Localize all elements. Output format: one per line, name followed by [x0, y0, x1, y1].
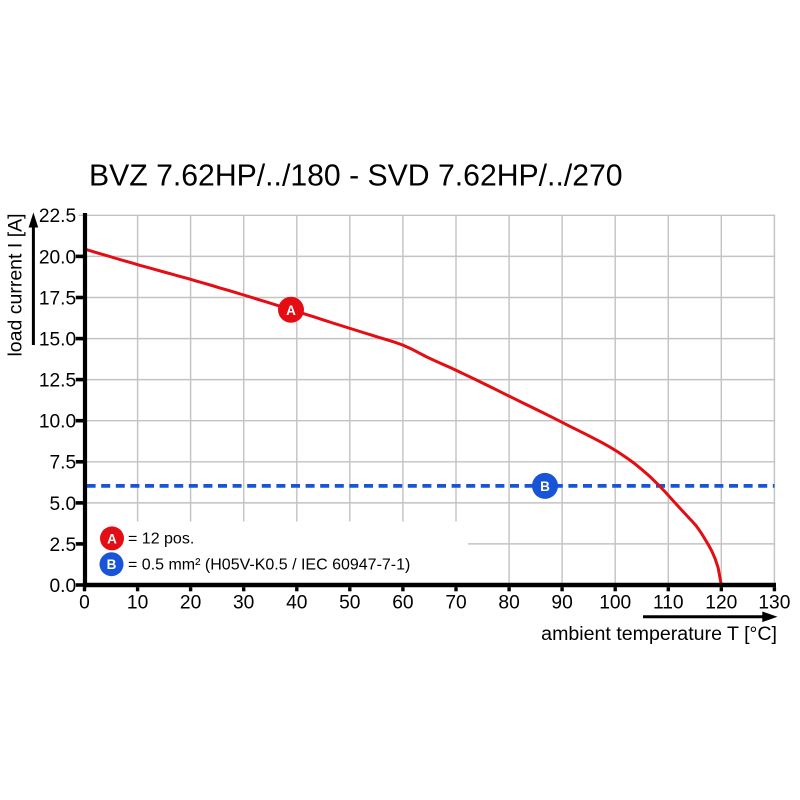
- svg-text:20: 20: [180, 592, 201, 613]
- svg-text:22.5: 22.5: [39, 206, 76, 227]
- svg-text:ambient temperature T [°C]: ambient temperature T [°C]: [541, 623, 777, 645]
- svg-text:60: 60: [392, 592, 413, 613]
- svg-text:5.0: 5.0: [50, 494, 77, 515]
- svg-text:0: 0: [79, 592, 90, 613]
- svg-text:BVZ 7.62HP/../180 - SVD 7.62HP: BVZ 7.62HP/../180 - SVD 7.62HP/../270: [89, 159, 623, 192]
- svg-text:load current I [A]: load current I [A]: [5, 213, 27, 356]
- svg-text:7.5: 7.5: [50, 453, 77, 474]
- svg-text:A: A: [107, 531, 117, 546]
- svg-text:0.0: 0.0: [50, 576, 77, 597]
- svg-text:17.5: 17.5: [39, 288, 76, 309]
- svg-text:120: 120: [705, 592, 737, 613]
- svg-text:10: 10: [127, 592, 148, 613]
- svg-text:12.5: 12.5: [39, 371, 76, 392]
- svg-text:80: 80: [498, 592, 519, 613]
- svg-text:B: B: [107, 557, 117, 572]
- svg-text:30: 30: [233, 592, 254, 613]
- svg-text:40: 40: [286, 592, 307, 613]
- svg-text:= 12 pos.: = 12 pos.: [128, 531, 194, 548]
- svg-text:130: 130: [758, 592, 790, 613]
- svg-text:50: 50: [339, 592, 360, 613]
- svg-text:20.0: 20.0: [39, 247, 76, 268]
- svg-text:15.0: 15.0: [39, 330, 76, 351]
- svg-text:A: A: [286, 303, 296, 318]
- svg-text:10.0: 10.0: [39, 412, 76, 433]
- svg-text:70: 70: [445, 592, 466, 613]
- svg-text:100: 100: [599, 592, 631, 613]
- svg-text:B: B: [540, 479, 550, 494]
- svg-text:= 0.5 mm² (H05V-K0.5 / IEC 609: = 0.5 mm² (H05V-K0.5 / IEC 60947-7-1): [128, 556, 410, 573]
- svg-text:90: 90: [551, 592, 572, 613]
- svg-text:2.5: 2.5: [50, 535, 77, 556]
- svg-text:110: 110: [653, 592, 684, 613]
